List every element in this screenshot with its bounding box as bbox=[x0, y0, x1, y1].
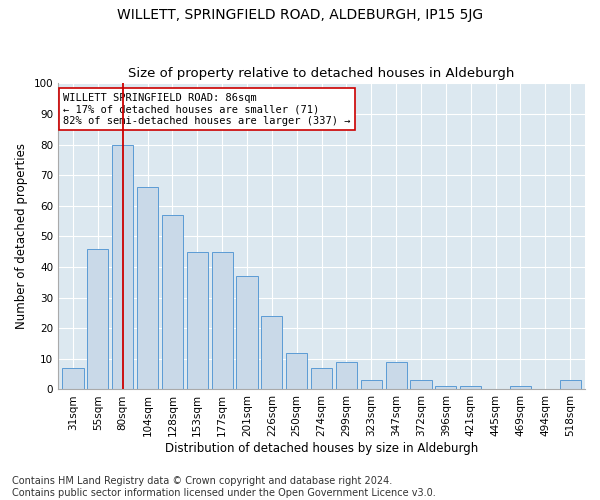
Bar bbox=[510, 386, 531, 390]
Bar bbox=[212, 252, 233, 390]
Bar bbox=[361, 380, 382, 390]
Y-axis label: Number of detached properties: Number of detached properties bbox=[15, 144, 28, 330]
Bar bbox=[236, 276, 257, 390]
Text: Contains HM Land Registry data © Crown copyright and database right 2024.
Contai: Contains HM Land Registry data © Crown c… bbox=[12, 476, 436, 498]
Bar bbox=[336, 362, 357, 390]
Bar bbox=[460, 386, 481, 390]
Text: WILLETT SPRINGFIELD ROAD: 86sqm
← 17% of detached houses are smaller (71)
82% of: WILLETT SPRINGFIELD ROAD: 86sqm ← 17% of… bbox=[64, 92, 351, 126]
Bar bbox=[435, 386, 457, 390]
Text: WILLETT, SPRINGFIELD ROAD, ALDEBURGH, IP15 5JG: WILLETT, SPRINGFIELD ROAD, ALDEBURGH, IP… bbox=[117, 8, 483, 22]
Bar bbox=[286, 352, 307, 390]
Bar bbox=[162, 215, 183, 390]
Bar bbox=[137, 188, 158, 390]
Bar bbox=[87, 248, 109, 390]
Bar bbox=[261, 316, 283, 390]
Bar bbox=[62, 368, 83, 390]
Bar bbox=[560, 380, 581, 390]
Bar bbox=[187, 252, 208, 390]
Bar bbox=[311, 368, 332, 390]
Bar bbox=[386, 362, 407, 390]
Title: Size of property relative to detached houses in Aldeburgh: Size of property relative to detached ho… bbox=[128, 66, 515, 80]
Bar bbox=[410, 380, 431, 390]
X-axis label: Distribution of detached houses by size in Aldeburgh: Distribution of detached houses by size … bbox=[165, 442, 478, 455]
Bar bbox=[112, 144, 133, 390]
